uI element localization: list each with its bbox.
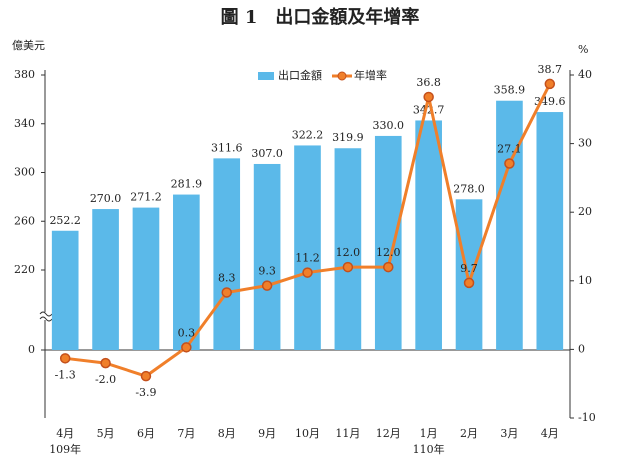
x-tick-label: 3月 <box>500 427 518 440</box>
bar <box>253 163 281 350</box>
y2-tick-label: 10 <box>578 274 592 287</box>
line-value-label: -1.3 <box>55 368 76 381</box>
x-tick-label: 4月 <box>56 427 74 440</box>
line-value-label: 0.3 <box>178 326 196 339</box>
line-value-label: 38.7 <box>538 63 563 76</box>
line-marker <box>302 267 313 278</box>
bar <box>496 100 523 350</box>
line-marker <box>261 280 273 291</box>
bar <box>415 120 442 350</box>
bar-value-label: 271.2 <box>130 191 162 204</box>
bar <box>92 209 119 350</box>
bar <box>334 148 362 350</box>
line-marker <box>504 158 515 169</box>
y2-tick-label: -10 <box>578 411 596 424</box>
legend-swatch <box>258 72 274 80</box>
line-marker <box>100 357 111 369</box>
bar-value-label: 307.0 <box>251 147 283 160</box>
y2-tick-label: 40 <box>578 68 592 81</box>
bar-value-label: 319.9 <box>332 131 364 144</box>
bar <box>213 158 241 350</box>
line-marker <box>544 78 556 90</box>
bar <box>173 194 200 350</box>
bar-value-label: 342.7 <box>413 103 445 116</box>
y2-tick-label: 30 <box>578 137 592 150</box>
line-marker <box>423 91 434 103</box>
y2-unit: % <box>578 43 588 56</box>
bar <box>294 145 321 350</box>
x-tick-label: 2月 <box>460 427 478 440</box>
legend-label: 出口金額 <box>278 68 322 82</box>
y-tick-label: 300 <box>14 166 35 179</box>
axis-break-gap <box>40 312 50 320</box>
year-label: 109年 <box>49 442 81 456</box>
y-unit: 億美元 <box>12 39 45 52</box>
y-tick-label: 260 <box>14 214 35 227</box>
bar <box>51 230 79 350</box>
x-tick-label: 4月 <box>541 427 559 440</box>
bar-value-label: 330.0 <box>373 119 405 132</box>
year-label: 110年 <box>413 442 445 456</box>
x-tick-label: 11月 <box>335 427 360 440</box>
y2-tick-label: 20 <box>578 205 592 218</box>
line-value-label: 9.3 <box>258 265 276 278</box>
y-tick-label: 340 <box>14 117 35 130</box>
line-value-label: 27.1 <box>497 142 522 155</box>
x-tick-label: 8月 <box>218 427 236 440</box>
bar-value-label: 252.2 <box>49 214 81 227</box>
bar <box>455 199 483 350</box>
bar <box>132 207 160 350</box>
x-tick-label: 5月 <box>97 427 115 440</box>
line-value-label: -3.9 <box>135 386 156 399</box>
line-value-label: 11.2 <box>295 252 320 265</box>
line-marker <box>221 287 232 298</box>
bar-value-label: 322.2 <box>292 128 324 141</box>
line-marker <box>383 261 394 273</box>
x-tick-label: 7月 <box>177 427 195 440</box>
line-value-label: 9.7 <box>460 262 478 275</box>
chart-title: 圖 1 出口金額及年增率 <box>221 6 420 28</box>
y-tick-label: 380 <box>14 68 35 81</box>
line-value-label: 8.3 <box>218 271 236 284</box>
bar-value-label: 358.9 <box>494 84 526 97</box>
x-tick-label: 12月 <box>376 427 401 440</box>
line-marker <box>181 342 192 353</box>
line-value-label: -2.0 <box>95 373 116 386</box>
line-marker <box>59 353 71 364</box>
bar <box>536 112 564 350</box>
line-value-label: 12.0 <box>376 246 401 259</box>
y-tick-label: 0 <box>28 343 35 356</box>
bar <box>374 135 402 350</box>
line-value-label: 12.0 <box>336 246 361 259</box>
x-tick-label: 1月 <box>420 427 438 440</box>
legend-swatch <box>337 71 347 81</box>
bar-value-label: 278.0 <box>453 182 485 195</box>
bar-value-label: 281.9 <box>171 178 203 191</box>
line-marker <box>463 277 475 289</box>
x-tick-label: 10月 <box>295 427 320 440</box>
legend-label: 年增率 <box>354 68 387 82</box>
x-tick-label: 6月 <box>137 427 155 440</box>
line-value-label: 36.8 <box>416 76 441 89</box>
y-tick-label: 220 <box>14 263 35 276</box>
bar-value-label: 270.0 <box>90 192 122 205</box>
line-marker <box>342 261 354 273</box>
bar-value-label: 311.6 <box>211 141 243 154</box>
axis-break <box>39 311 53 322</box>
line-marker <box>140 370 152 382</box>
x-tick-label: 9月 <box>258 427 276 440</box>
y2-tick-label: 0 <box>578 342 585 355</box>
